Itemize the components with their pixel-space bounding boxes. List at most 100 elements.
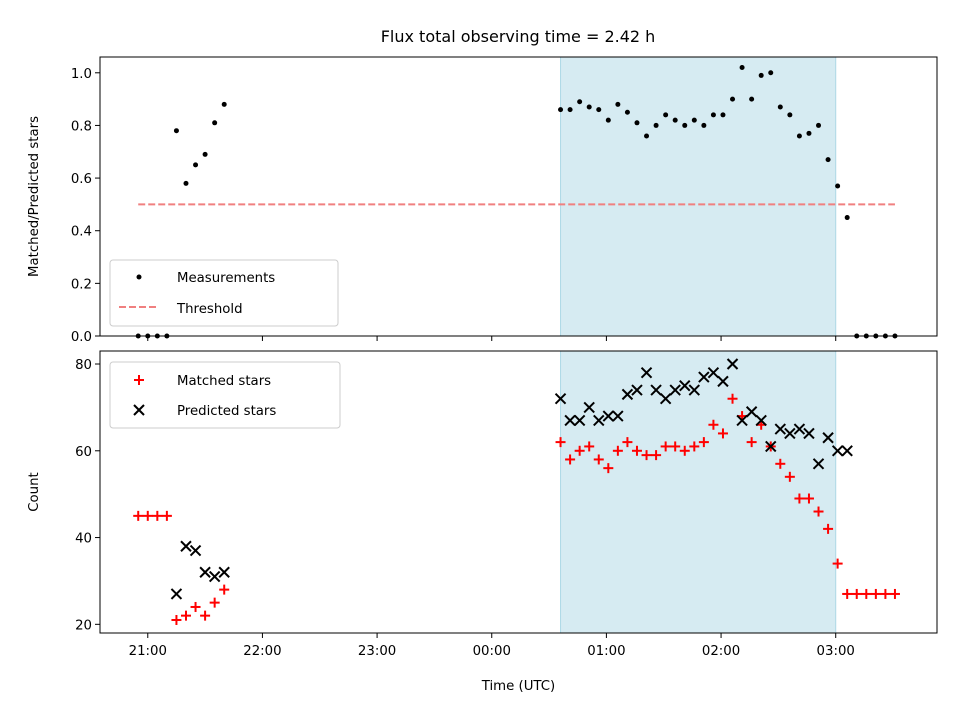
matched-star-point [870, 588, 881, 599]
matched-star-point [190, 601, 201, 612]
matched-star-point [670, 441, 681, 452]
ratio-axes-frame [99, 56, 938, 337]
matched-star-point [593, 454, 604, 465]
predicted-star-point [564, 414, 576, 427]
measurement-point [644, 133, 650, 139]
matched-star-point [803, 493, 814, 504]
predicted-star-point-b [688, 384, 701, 396]
predicted-star-point [822, 432, 834, 444]
matched-star-point [651, 450, 662, 461]
x-tick-label-2: 23:00 [358, 644, 396, 659]
predicted-star-point-b [659, 393, 672, 405]
predicted-star-point [793, 423, 806, 435]
measurement-point [672, 117, 678, 123]
measurement-point [749, 96, 755, 102]
count-x-axis: 21:00 22:00 23:00 00:00 01:00 02:00 03:00 [129, 633, 855, 659]
measurement-point [691, 117, 697, 123]
measurement-point [825, 157, 831, 163]
predicted-star-point-b [208, 570, 221, 583]
measurement-point [663, 112, 669, 118]
matched-star-point [660, 441, 671, 452]
predicted-star-point-b [717, 375, 729, 388]
matched-star-point [161, 510, 172, 521]
ratio-y-axis-label: Matched/Predicted stars [27, 116, 42, 277]
count-y-axis: 20 40 60 80 [75, 358, 100, 633]
x-tick-label-4: 01:00 [587, 644, 625, 659]
legend-predicted-x-b [133, 404, 145, 416]
measurement-point [844, 215, 850, 221]
y-tick-label-1-0: 20 [75, 618, 92, 633]
matched-star-point [152, 510, 163, 521]
predicted-star-point [208, 570, 221, 583]
predicted-star-point-b [612, 410, 624, 422]
predicted-star-point-b [679, 380, 691, 392]
legend-predicted-marker [133, 404, 145, 416]
x-tick-label-5: 02:00 [702, 644, 740, 659]
matched-star-point [631, 445, 642, 456]
predicted-star-point-b [793, 423, 806, 435]
predicted-star-point-b [698, 371, 710, 383]
measurement-point [193, 162, 199, 168]
matched-star-point [612, 445, 623, 456]
count-legend: Matched stars Predicted stars [109, 361, 341, 429]
y-tick-label-0-3: 0.6 [71, 172, 92, 187]
measurement-point [806, 130, 812, 136]
predicted-star-point [755, 414, 767, 427]
legend-predicted-x [133, 404, 145, 416]
x-axis-label: Time (UTC) [481, 679, 556, 694]
predicted-star-point [679, 380, 691, 392]
predicted-star-point [180, 540, 192, 552]
predicted-star-point [803, 427, 815, 440]
matched-star-point [832, 558, 843, 569]
predicted-star-point [784, 427, 796, 440]
matched-star-point [679, 445, 690, 456]
count-legend-box [109, 361, 341, 429]
measurement-point [173, 128, 179, 134]
predicted-star-point-b [650, 384, 662, 396]
predicted-star-point-b [602, 410, 615, 422]
predicted-star-point-b [669, 384, 681, 396]
measurement-point [682, 122, 688, 128]
measurement-point [710, 112, 716, 118]
matched-star-point [209, 597, 220, 608]
ratio-plot-area [135, 65, 898, 339]
x-tick-label-0: 21:00 [129, 644, 167, 659]
predicted-star-point [688, 384, 701, 396]
predicted-star-point-b [784, 427, 796, 440]
matched-star-point [889, 588, 900, 599]
measurement-point [202, 151, 208, 157]
matched-star-point [171, 614, 182, 625]
y-tick-label-1-3: 80 [75, 358, 92, 373]
matched-star-point [584, 441, 595, 452]
measurement-point [212, 120, 218, 126]
predicted-star-point-b [745, 406, 758, 418]
y-tick-label-1-1: 40 [75, 532, 92, 547]
predicted-star-point-b [583, 401, 595, 414]
predicted-star-point [698, 371, 710, 383]
predicted-star-point [717, 375, 729, 388]
predicted-star-point-b [841, 445, 853, 457]
predicted-star-point [170, 588, 183, 600]
predicted-star-point-b [774, 423, 787, 435]
matched-star-point [142, 510, 153, 521]
predicted-star-point [831, 445, 844, 457]
ratio-legend-box [109, 259, 339, 327]
matched-star-point [717, 428, 728, 439]
matched-star-point [555, 437, 566, 448]
measurement-point [768, 70, 774, 76]
ratio-legend: Measurements Threshold [109, 259, 339, 327]
predicted-star-point [602, 410, 615, 422]
predicted-star-point [841, 445, 853, 457]
predicted-star-point [659, 393, 672, 405]
measurement-point [796, 133, 802, 139]
matched-star-point [565, 454, 576, 465]
count-y-axis-label: Count [27, 472, 42, 512]
matched-star-point [794, 493, 805, 504]
matched-star-point [813, 506, 824, 517]
predicted-star-point-b [593, 414, 605, 427]
ratio-x-axis [147, 336, 837, 341]
x-tick-label-6: 03:00 [817, 644, 855, 659]
matched-star-point [689, 441, 700, 452]
legend-predicted-label: Predicted stars [177, 404, 276, 419]
